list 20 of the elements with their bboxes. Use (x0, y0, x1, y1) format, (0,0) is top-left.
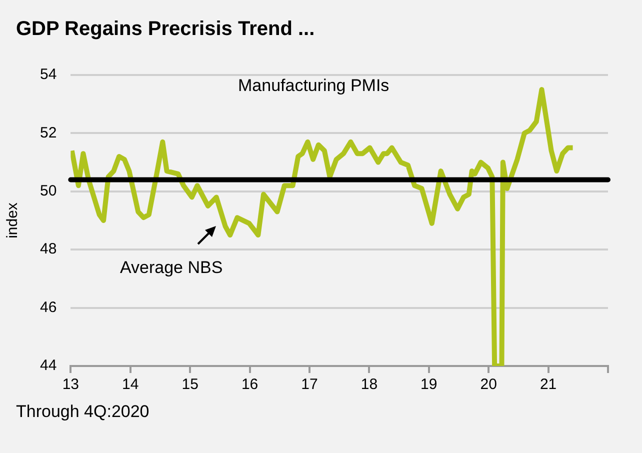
y-axis-title: index (4, 202, 22, 238)
x-tick-label: 14 (122, 376, 139, 394)
chart-title: GDP Regains Precrisis Trend ... (16, 18, 315, 41)
x-tick-label: 16 (241, 376, 258, 394)
x-tick-label: 15 (182, 376, 198, 394)
y-tick-label: 46 (40, 298, 57, 316)
annotation: Manufacturing PMIs (238, 76, 390, 96)
x-tick-label: 18 (360, 376, 378, 394)
text: Through 4Q:2020 (16, 402, 150, 422)
y-tick-label: 48 (40, 240, 57, 258)
x-tick-label: 19 (420, 376, 438, 394)
x-tick-label: 21 (540, 376, 557, 394)
y-tick-label: 44 (40, 357, 57, 374)
y-tick-label: 50 (40, 182, 57, 200)
y-tick-label: 54 (40, 66, 57, 84)
y-tick-label: 52 (40, 124, 57, 142)
x-tick-label: 20 (480, 376, 497, 394)
annotation: Average NBS (120, 258, 223, 278)
x-tick-label: 13 (62, 376, 80, 394)
x-tick-label: 17 (301, 376, 318, 394)
